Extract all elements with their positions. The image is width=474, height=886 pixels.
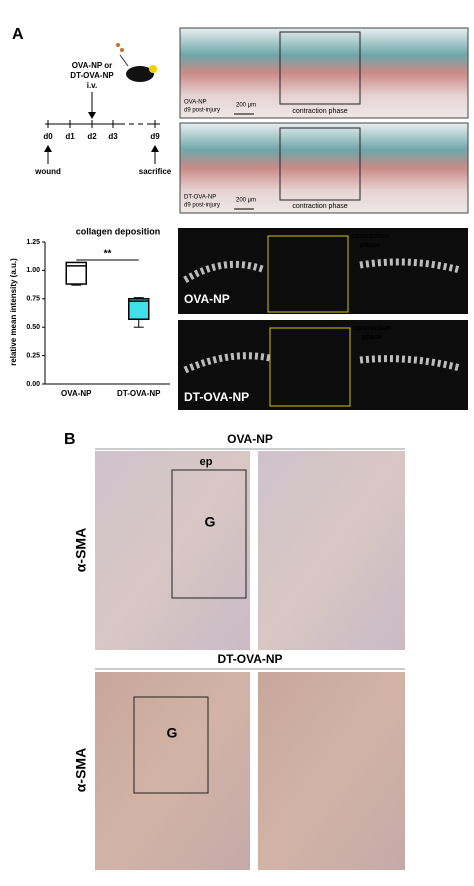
region-label: contraction phase bbox=[292, 203, 347, 210]
y-tick-label: 0.75 bbox=[26, 296, 40, 303]
marker: ep bbox=[200, 456, 213, 468]
image-label: DT-OVA-NP bbox=[184, 195, 216, 201]
histology bbox=[179, 27, 469, 214]
y-axis-label: relative mean intensity (a.u.) bbox=[9, 258, 18, 366]
ihc-images bbox=[95, 451, 405, 870]
region-label: contraction bbox=[353, 325, 391, 332]
stain-label: α-SMA bbox=[73, 748, 89, 792]
scale-bar: 200 μm bbox=[236, 103, 256, 109]
image-label: DT-OVA-NP bbox=[184, 390, 249, 404]
y-tick-label: 1.00 bbox=[26, 267, 40, 274]
panel-label: B bbox=[64, 431, 76, 448]
y-tick-label: 0.50 bbox=[26, 324, 40, 331]
marker: G bbox=[205, 514, 216, 530]
region-label: contraction phase bbox=[292, 108, 347, 115]
x-tick-label: OVA-NP bbox=[61, 389, 92, 398]
box bbox=[128, 298, 150, 320]
treatment: i.v. bbox=[87, 81, 98, 90]
y-tick-label: 0.00 bbox=[26, 381, 40, 388]
group-heading: OVA-NP bbox=[227, 432, 273, 446]
chart-title: collagen deposition bbox=[76, 226, 161, 236]
treatment: OVA-NP or bbox=[72, 61, 113, 70]
image-label: OVA-NP bbox=[184, 292, 230, 306]
timepoint: d1 bbox=[65, 132, 75, 141]
mouse-icon bbox=[116, 43, 157, 82]
arrow-head bbox=[44, 145, 159, 152]
marker: G bbox=[167, 725, 178, 741]
timepoint: d3 bbox=[108, 132, 118, 141]
image-label: d9 post-injury bbox=[184, 108, 220, 114]
region-label: phase bbox=[360, 242, 380, 249]
timepoint: d9 bbox=[150, 132, 160, 141]
box bbox=[65, 261, 87, 285]
significance: ** bbox=[104, 249, 112, 260]
timeline bbox=[45, 120, 160, 164]
region-label: phase bbox=[362, 334, 382, 341]
timepoint: d0 bbox=[43, 132, 53, 141]
y-tick-label: 1.25 bbox=[26, 239, 40, 246]
fluorescence bbox=[178, 228, 468, 410]
stain-label: α-SMA bbox=[73, 528, 89, 572]
y-tick-label: 0.25 bbox=[26, 352, 40, 359]
group-heading: DT-OVA-NP bbox=[217, 652, 282, 666]
image-label: OVA-NP bbox=[184, 100, 207, 106]
arrow-head bbox=[88, 112, 96, 119]
treatment: DT-OVA-NP bbox=[70, 71, 114, 80]
box-chart: collagen deposition relative mean intens… bbox=[9, 226, 170, 398]
image-label: d9 post-injury bbox=[184, 203, 220, 209]
timepoint: d2 bbox=[87, 132, 97, 141]
event: wound bbox=[34, 167, 61, 176]
scale-bar: 200 μm bbox=[236, 198, 256, 204]
panel-label: A bbox=[12, 26, 24, 43]
region-label: contraction bbox=[351, 233, 389, 240]
event: sacrifice bbox=[139, 167, 172, 176]
x-tick-label: DT-OVA-NP bbox=[117, 389, 161, 398]
